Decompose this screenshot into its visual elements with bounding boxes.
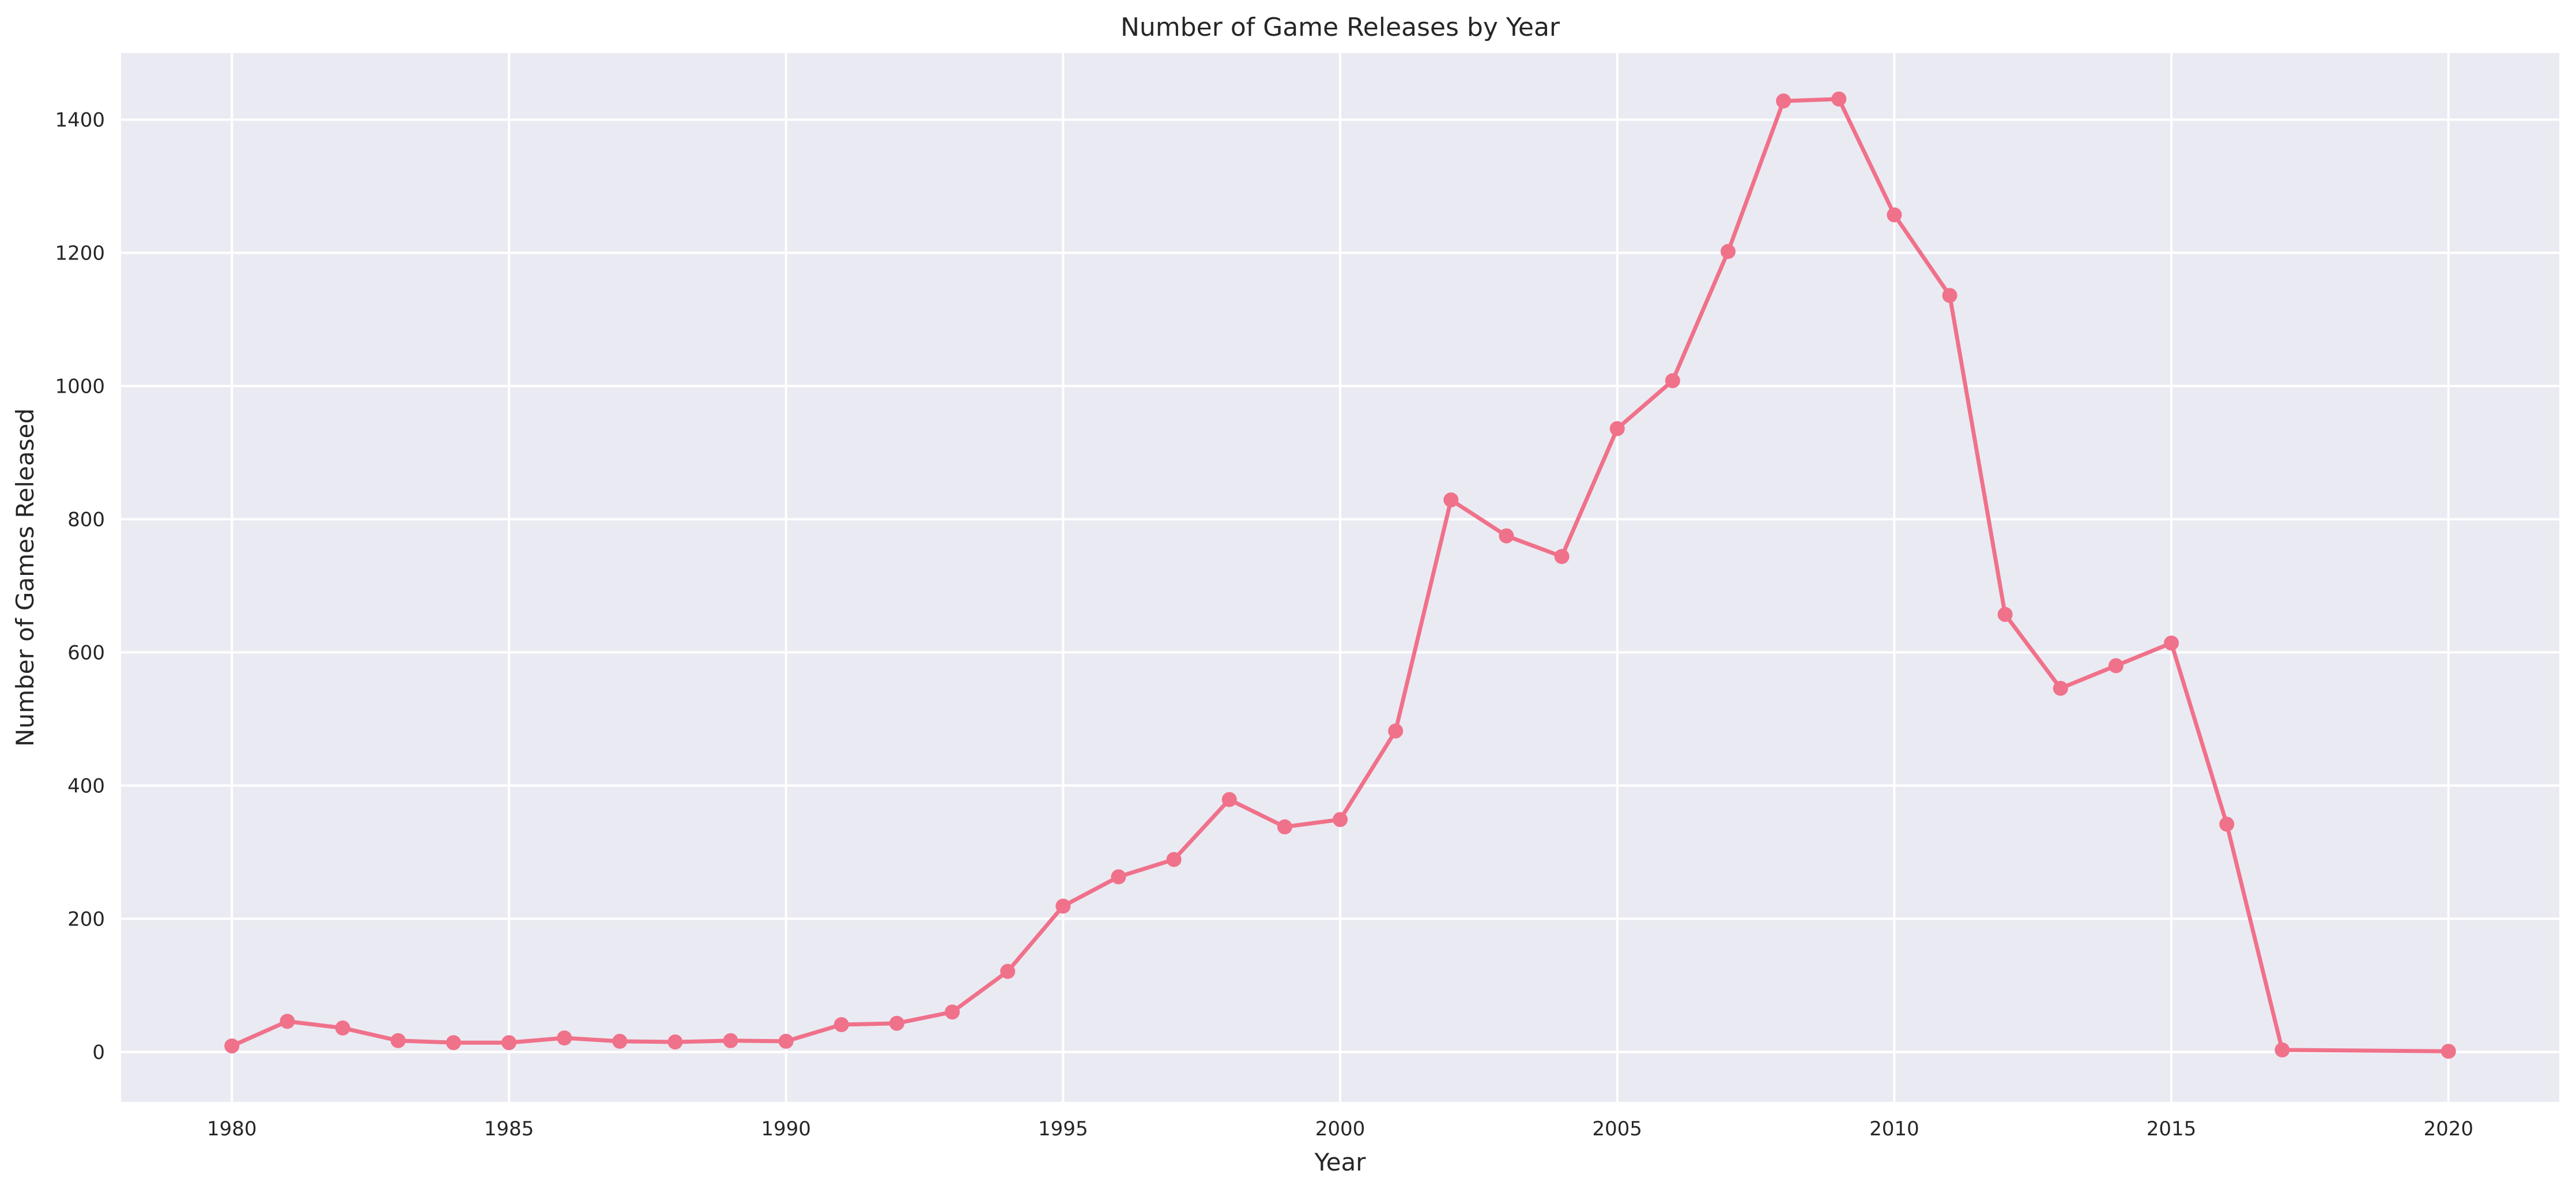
data-point bbox=[1776, 93, 1791, 109]
data-point bbox=[1388, 723, 1404, 739]
data-point bbox=[390, 1033, 406, 1048]
data-point bbox=[1055, 898, 1071, 914]
tick-labels: 1980 1985 1990 1995 2000 2005 2010 2015 2020 0 200… bbox=[55, 108, 2473, 1141]
grid-lines bbox=[121, 53, 2559, 1102]
data-point bbox=[1443, 492, 1459, 507]
x-tick-label: 1980 bbox=[207, 1117, 257, 1141]
data-point bbox=[1221, 792, 1237, 807]
data-point bbox=[1665, 373, 1680, 389]
data-point bbox=[501, 1035, 516, 1051]
y-tick-label: 1000 bbox=[55, 375, 105, 398]
data-point bbox=[612, 1033, 628, 1049]
data-point bbox=[2108, 658, 2124, 673]
x-tick-label: 1990 bbox=[761, 1117, 811, 1141]
data-point bbox=[889, 1015, 904, 1031]
data-point bbox=[1000, 964, 1016, 979]
y-tick-label: 800 bbox=[67, 508, 105, 531]
data-point bbox=[1277, 819, 1292, 835]
y-tick-label: 600 bbox=[67, 641, 105, 664]
x-tick-label: 1985 bbox=[484, 1117, 534, 1141]
data-point bbox=[335, 1020, 350, 1036]
data-series bbox=[224, 91, 2456, 1059]
data-point bbox=[1942, 288, 1958, 303]
data-point bbox=[833, 1017, 849, 1033]
chart-title: Number of Game Releases by Year bbox=[1121, 13, 1560, 42]
data-point bbox=[1609, 421, 1625, 436]
data-point bbox=[1720, 244, 1736, 259]
x-tick-label: 2015 bbox=[2147, 1117, 2197, 1141]
x-tick-label: 2020 bbox=[2423, 1117, 2473, 1141]
y-tick-label: 1200 bbox=[55, 242, 105, 265]
data-point bbox=[557, 1030, 572, 1046]
x-tick-label: 2010 bbox=[1869, 1117, 1919, 1141]
data-point bbox=[2164, 635, 2179, 651]
data-point bbox=[1831, 91, 1847, 107]
data-point bbox=[224, 1038, 240, 1053]
x-tick-label: 2005 bbox=[1592, 1117, 1642, 1141]
data-point bbox=[778, 1033, 794, 1049]
y-tick-label: 1400 bbox=[55, 108, 105, 131]
data-point bbox=[1333, 812, 1348, 827]
data-point bbox=[1166, 852, 1182, 867]
data-point bbox=[1111, 869, 1126, 885]
data-point bbox=[1997, 607, 2013, 622]
x-tick-label: 2000 bbox=[1315, 1117, 1366, 1141]
data-point bbox=[2219, 816, 2235, 832]
data-point bbox=[280, 1014, 295, 1029]
data-point bbox=[667, 1034, 683, 1050]
x-tick-label: 1995 bbox=[1038, 1117, 1088, 1141]
y-axis-label: Number of Games Released bbox=[11, 408, 39, 747]
data-point bbox=[1554, 549, 1570, 564]
y-tick-label: 400 bbox=[67, 774, 105, 797]
data-point bbox=[723, 1033, 738, 1048]
data-point bbox=[2053, 680, 2068, 696]
data-point bbox=[1887, 207, 1902, 223]
data-point bbox=[2441, 1044, 2456, 1059]
data-point bbox=[945, 1004, 960, 1020]
x-axis-label: Year bbox=[1314, 1148, 1367, 1176]
y-tick-label: 200 bbox=[67, 908, 105, 931]
data-point bbox=[1499, 528, 1514, 544]
data-point bbox=[2275, 1042, 2290, 1057]
data-point bbox=[446, 1035, 461, 1051]
y-tick-label: 0 bbox=[92, 1041, 105, 1064]
